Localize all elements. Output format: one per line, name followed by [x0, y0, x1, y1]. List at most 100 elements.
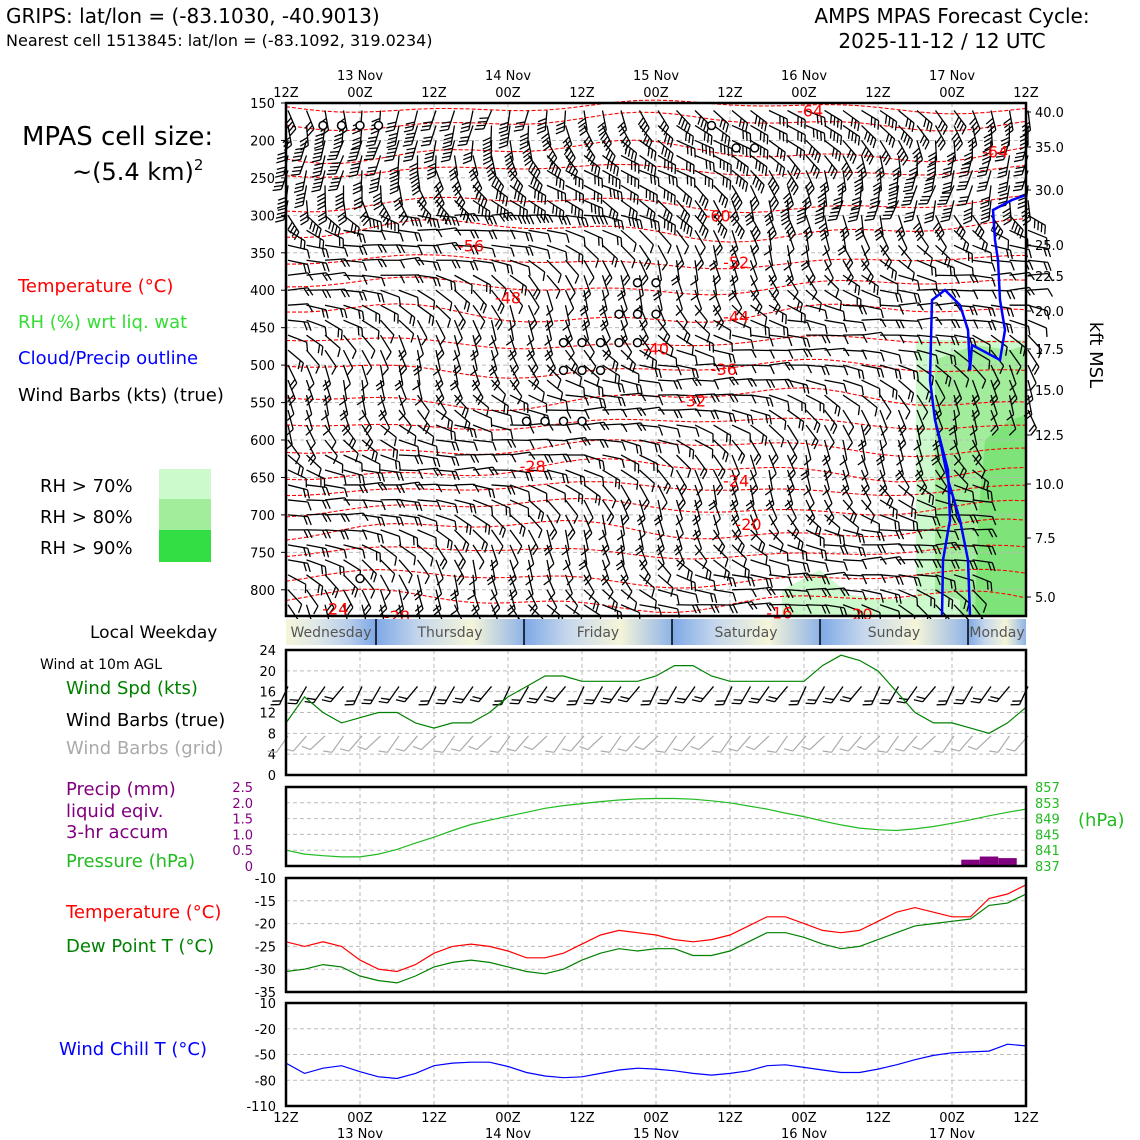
wind-barb	[565, 421, 591, 431]
wind-barb	[555, 110, 567, 135]
wind-barb	[750, 124, 769, 145]
wind-barb	[877, 454, 886, 481]
wind-barb	[509, 274, 528, 296]
wind-barb	[287, 544, 311, 558]
wind-barb	[694, 319, 711, 343]
wind-barb	[879, 484, 894, 509]
wind-barb	[352, 170, 363, 195]
wind-barb	[434, 364, 444, 391]
wind-barb	[749, 274, 760, 301]
wind-barb	[842, 274, 861, 296]
wind-barb	[509, 484, 531, 501]
wind-barb	[306, 334, 324, 356]
wind-barb	[379, 349, 389, 376]
wind-barb	[750, 544, 768, 565]
wind-barb	[426, 155, 437, 180]
temperature-panel: -35 -30 -25 -20 -15 -10	[255, 872, 1028, 1001]
wind-barb	[935, 514, 961, 524]
temp-contour-label: -60	[705, 206, 731, 225]
pressure-tick-label: 853	[1035, 797, 1060, 812]
wind-barb	[565, 436, 591, 446]
wind-barb	[454, 466, 480, 476]
wind-barb	[361, 349, 373, 376]
wind-barb	[417, 289, 436, 310]
wind-barb	[435, 499, 459, 514]
wind-barb-grid	[967, 735, 992, 751]
top-date-label: 13 Nov	[337, 69, 383, 84]
wind-barb	[990, 409, 999, 436]
wind-barb	[508, 574, 518, 601]
pressure-tick-label: 250	[250, 172, 275, 187]
bottom-date-label: 13 Nov	[337, 1127, 383, 1140]
wind-barb-true	[748, 686, 770, 704]
wind-barb	[880, 334, 905, 344]
wind-barb	[287, 319, 312, 331]
weekday-cell	[968, 619, 1026, 645]
wind-barb	[937, 185, 955, 205]
wind-barb	[731, 304, 748, 328]
wind-barb	[439, 110, 456, 132]
wind-barb	[749, 215, 761, 241]
wind-barb	[860, 230, 871, 256]
wind-barb	[361, 544, 382, 563]
bottom-tick-label: 12Z	[421, 1111, 447, 1126]
wind-barb	[472, 244, 496, 258]
wind-barb	[750, 379, 776, 389]
wind-barb	[676, 169, 696, 188]
wind-barb-true	[805, 686, 826, 705]
wind-barb	[842, 124, 861, 146]
wind-barb	[639, 229, 655, 254]
wind-barb	[787, 559, 811, 573]
wind-barb-true	[987, 686, 1010, 703]
wind-barb	[676, 349, 698, 365]
wind-barb	[417, 467, 443, 477]
wind-barb	[957, 185, 974, 207]
wind-barb	[380, 454, 401, 471]
wind-barb-grid	[468, 735, 492, 751]
wind-barb	[1027, 349, 1040, 375]
wind-barb	[786, 230, 795, 257]
wind-barb	[287, 364, 298, 391]
wind-barb	[1008, 349, 1022, 375]
wind-barb	[602, 439, 627, 451]
wind-barb	[620, 364, 640, 384]
wind-barb	[306, 304, 329, 319]
wind-barb	[713, 604, 738, 614]
wind-barb	[787, 364, 813, 374]
wind-barb-true	[566, 686, 585, 706]
wind-barb	[324, 349, 337, 375]
wind-barb	[287, 287, 314, 297]
wind-barb	[583, 406, 610, 416]
wind-barb	[583, 439, 609, 448]
wind-barb-grid	[673, 735, 696, 752]
kft-tick-label: 15.0	[1035, 384, 1064, 399]
wind-barb	[361, 529, 384, 544]
wind-barb	[564, 334, 575, 361]
wind-barb	[676, 394, 701, 405]
wind-barb	[990, 334, 1008, 356]
wind-barb	[994, 140, 1011, 162]
wind-barb	[676, 377, 702, 387]
wind-barb	[474, 110, 493, 131]
wind-barb	[1027, 409, 1038, 436]
weekday-name: Monday	[969, 625, 1024, 641]
wind-barb	[786, 514, 800, 540]
wind-barb	[287, 484, 310, 499]
wind-barb	[953, 484, 975, 501]
wind-barb	[861, 349, 885, 362]
panel-tick-label: -35	[255, 986, 276, 1001]
precip-bar	[979, 856, 999, 866]
wind-barb	[860, 484, 872, 511]
wind-barb	[343, 512, 369, 522]
temp-contour	[285, 518, 1027, 541]
wind-barb	[565, 484, 584, 505]
wind-barb	[879, 259, 898, 281]
wind-barb	[417, 454, 441, 468]
wind-barb	[861, 364, 885, 378]
wind-barb	[713, 139, 733, 158]
wind-barb-grid	[395, 735, 418, 752]
panel-tick-label: 16	[259, 686, 276, 701]
wind-barb	[657, 229, 672, 254]
wind-barb	[620, 379, 643, 395]
temp-contour	[285, 163, 1027, 178]
